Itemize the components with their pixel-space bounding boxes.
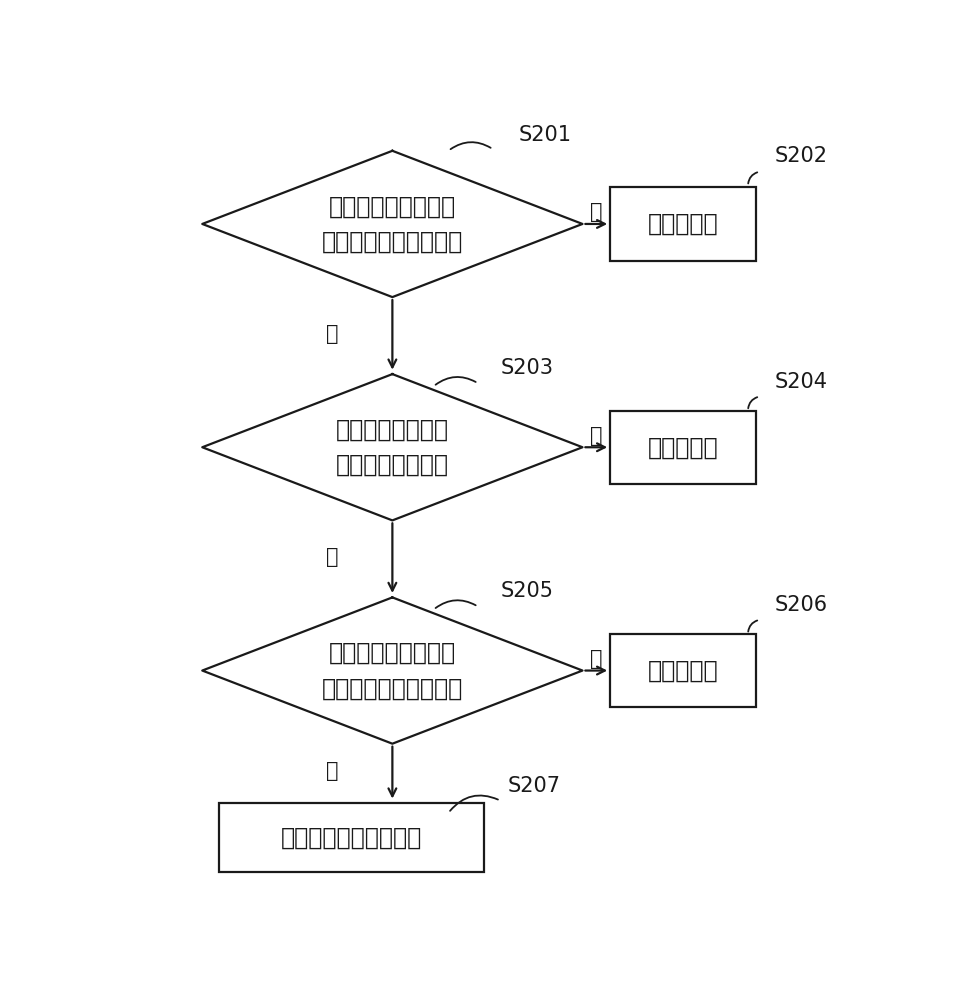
Text: 否: 否 <box>326 324 338 344</box>
Text: S201: S201 <box>519 125 572 145</box>
Text: 监测水箱的当前水位
是否高于第一预设水位: 监测水箱的当前水位 是否高于第一预设水位 <box>321 194 462 254</box>
Text: 开启补水阀: 开启补水阀 <box>647 659 718 683</box>
Text: S204: S204 <box>774 372 827 392</box>
Polygon shape <box>202 151 582 297</box>
Polygon shape <box>202 597 582 744</box>
Bar <box>610 634 755 707</box>
Bar <box>219 803 483 872</box>
Text: 否: 否 <box>326 761 338 781</box>
Text: S205: S205 <box>500 581 553 601</box>
Text: 监测水箱的当前水位
是否低于第二预设水位: 监测水箱的当前水位 是否低于第二预设水位 <box>321 641 462 700</box>
Text: 关闭补水阀: 关闭补水阀 <box>647 212 718 236</box>
Text: S206: S206 <box>774 595 827 615</box>
Text: 维持补水阀的当前状态: 维持补水阀的当前状态 <box>281 826 422 850</box>
Polygon shape <box>202 374 582 520</box>
Text: 是: 是 <box>589 202 602 222</box>
Text: 监测水位下降速率
是否超过预设速率: 监测水位下降速率 是否超过预设速率 <box>335 418 449 477</box>
Text: S207: S207 <box>507 776 560 796</box>
Text: 是: 是 <box>589 426 602 446</box>
Text: 否: 否 <box>326 547 338 567</box>
Text: 是: 是 <box>589 649 602 669</box>
Text: 开启补水阀: 开启补水阀 <box>647 435 718 459</box>
Bar <box>610 411 755 484</box>
Text: S203: S203 <box>500 358 553 378</box>
Text: S202: S202 <box>774 146 827 166</box>
Bar <box>610 187 755 261</box>
